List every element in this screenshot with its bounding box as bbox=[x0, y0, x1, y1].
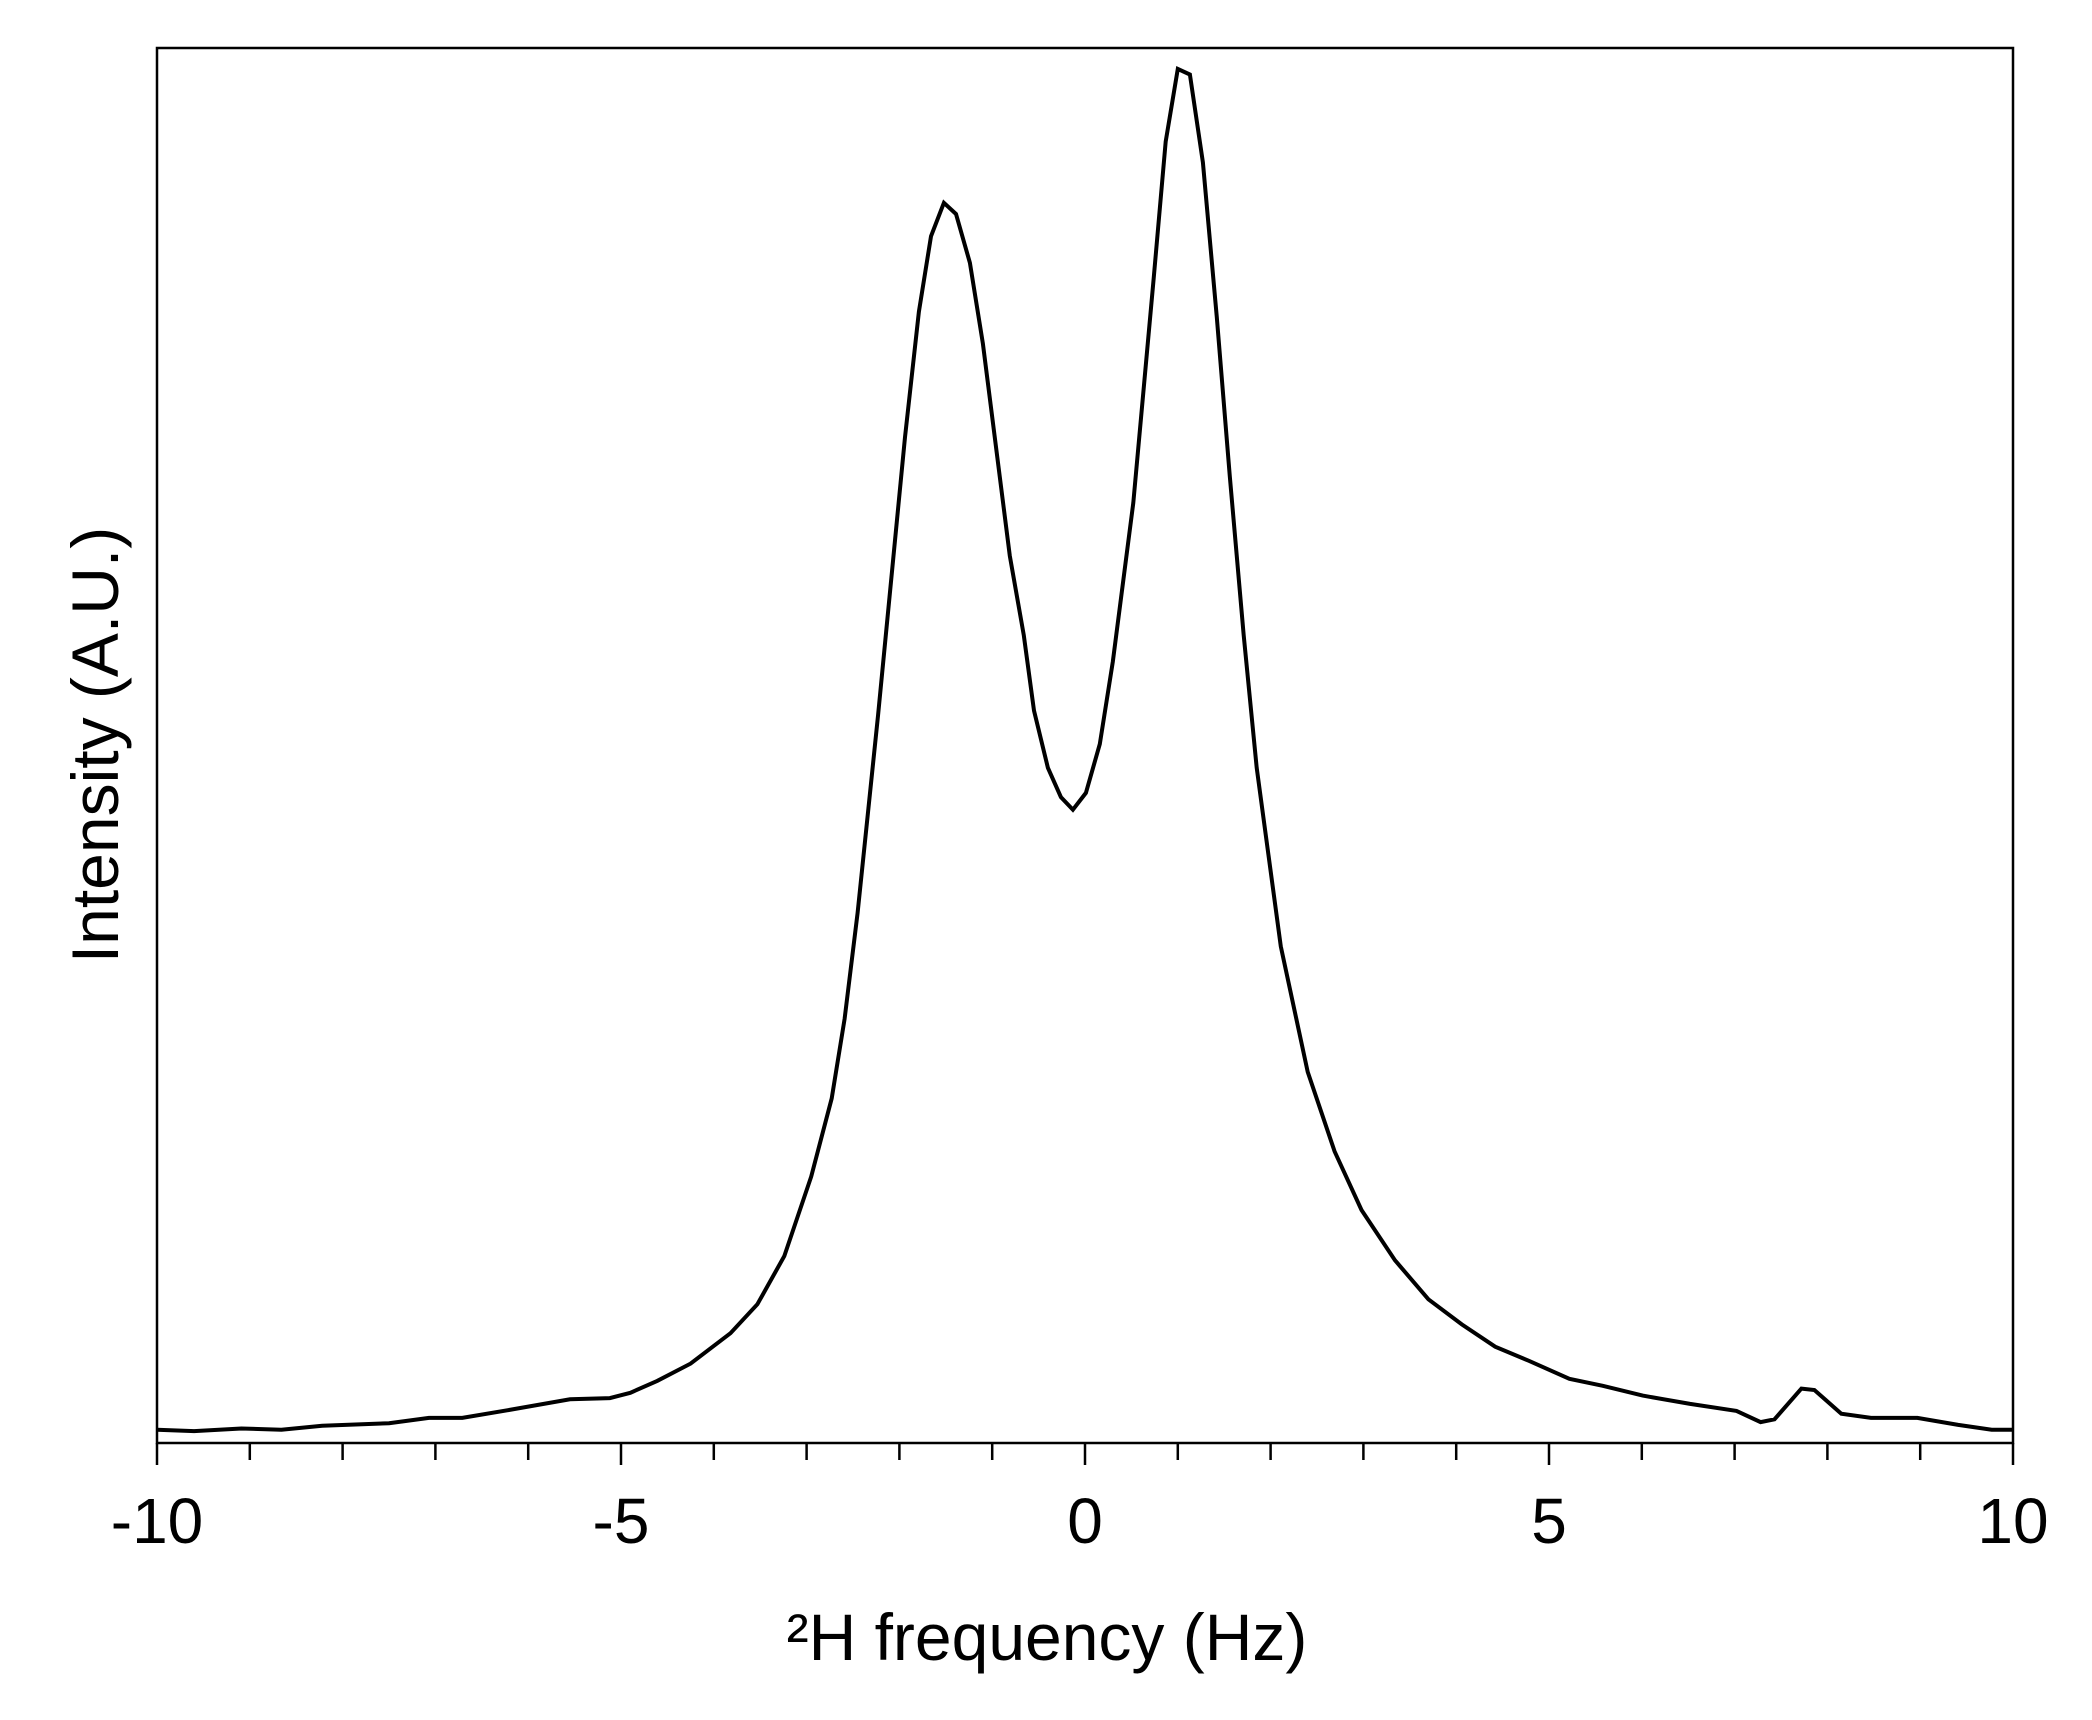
plot-frame bbox=[155, 46, 2015, 1445]
x-tick-label: 5 bbox=[1531, 1485, 1567, 1557]
x-tick-label: -10 bbox=[111, 1485, 204, 1557]
x-tick-label: -5 bbox=[593, 1485, 650, 1557]
x-tick-label: 10 bbox=[1977, 1485, 2048, 1557]
y-axis-label: Intensity (A.U.) bbox=[58, 527, 132, 963]
x-axis-label: ²H frequency (Hz) bbox=[787, 1600, 1308, 1674]
spectrum-line bbox=[156, 65, 2013, 1434]
x-tick-label: 0 bbox=[1067, 1485, 1103, 1557]
